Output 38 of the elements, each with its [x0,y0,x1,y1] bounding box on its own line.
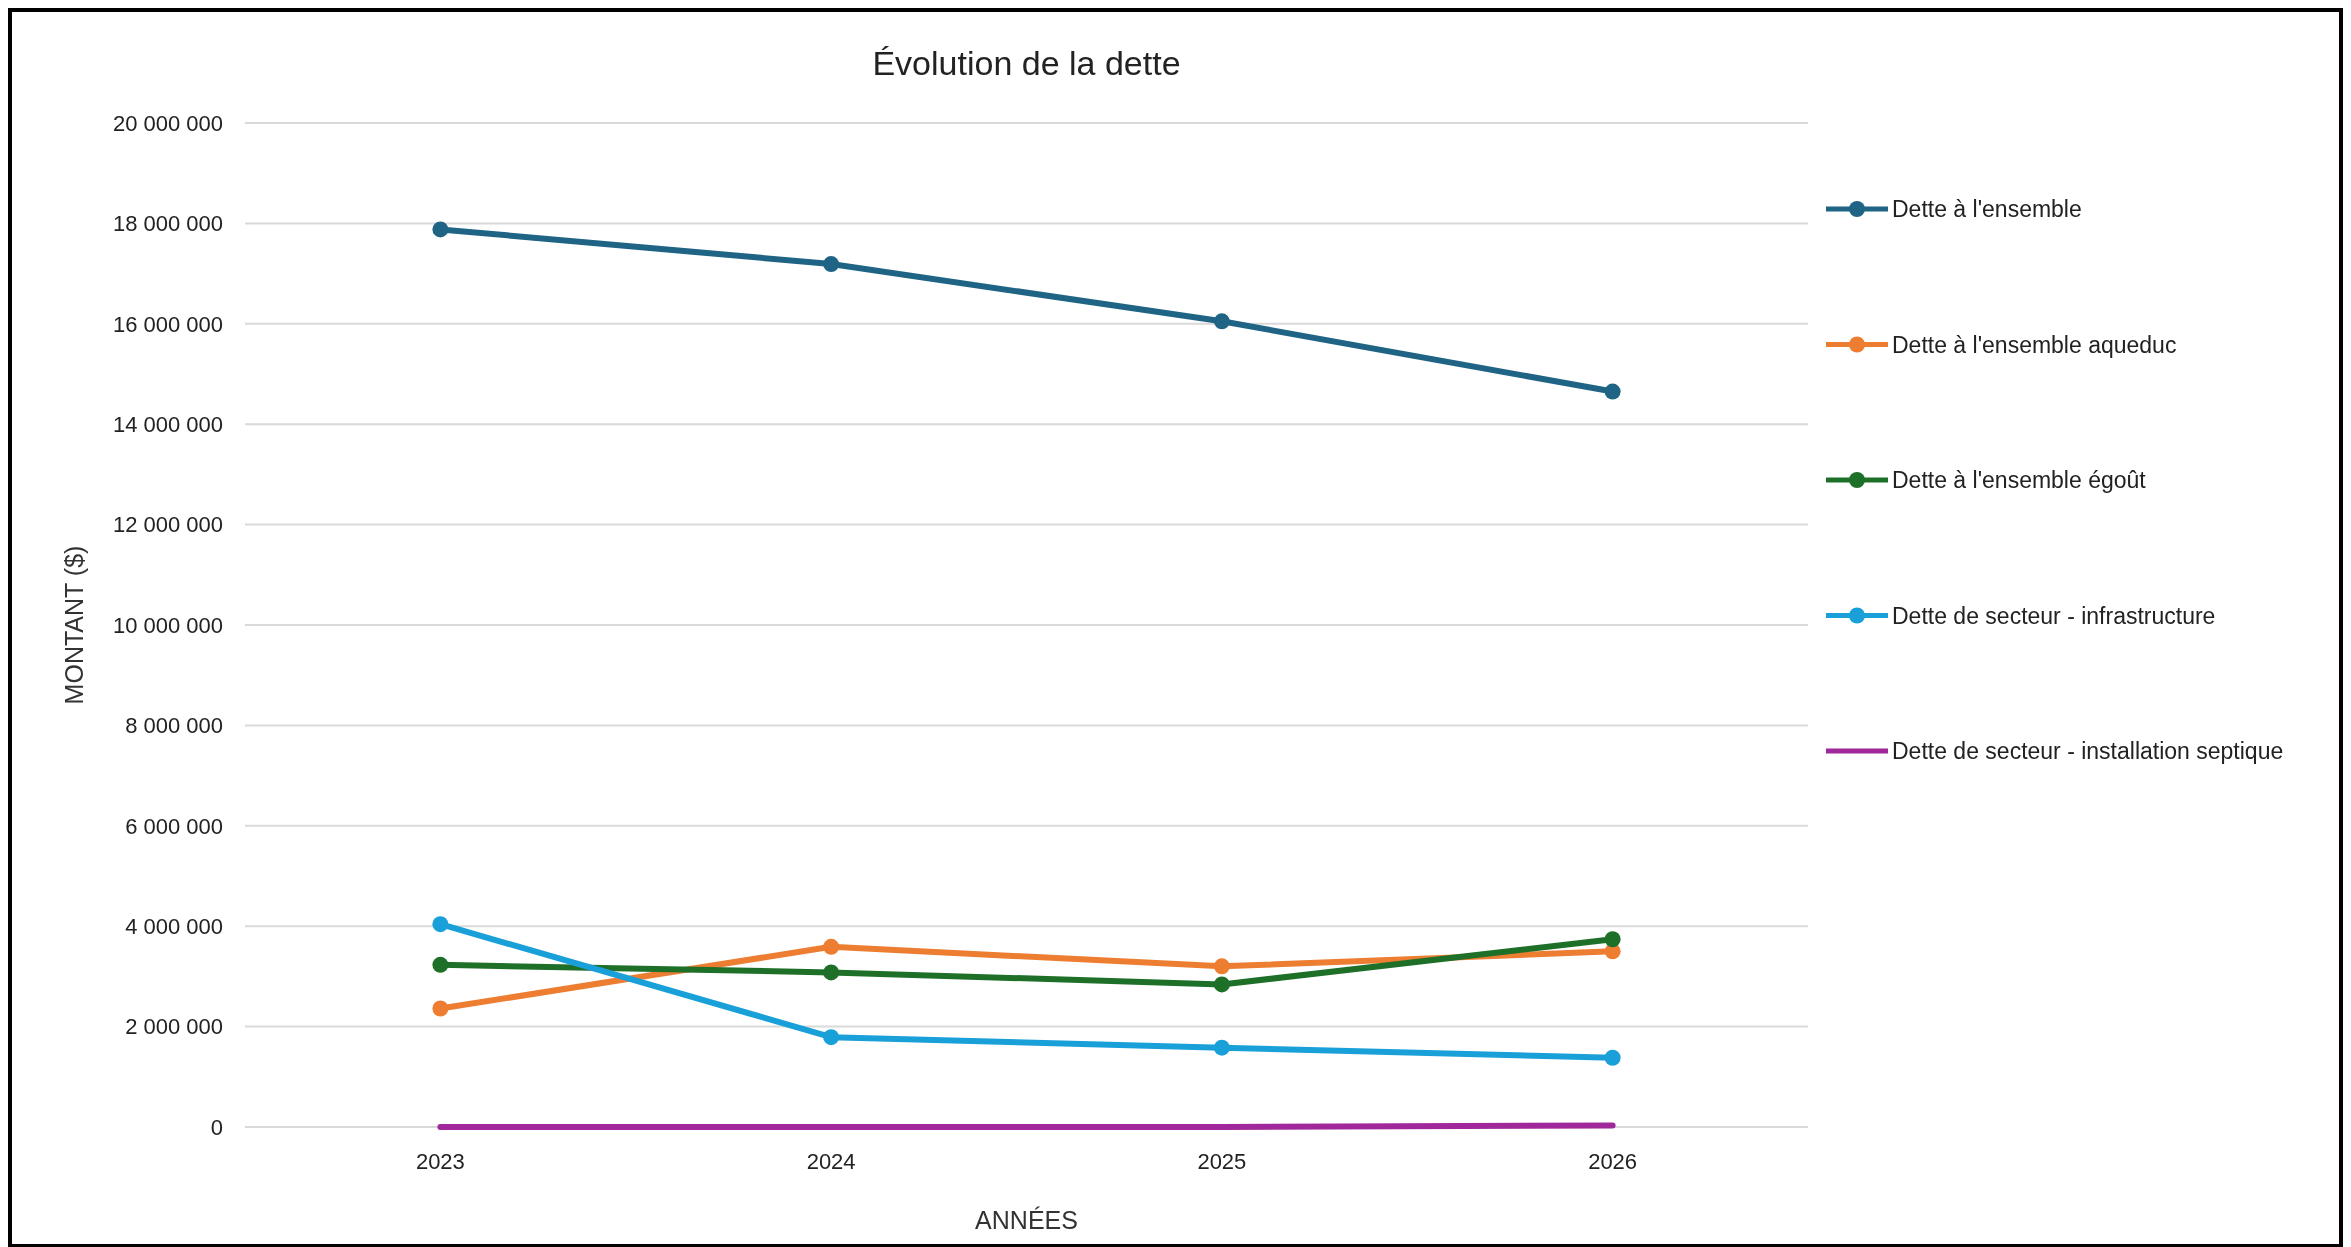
legend-label: Dette à l'ensemble [1892,196,2082,223]
y-tick-label: 12 000 000 [112,512,223,538]
y-tick-label: 16 000 000 [112,311,223,337]
y-tick-label: 14 000 000 [112,411,223,437]
point [1604,1049,1621,1066]
point [1213,313,1230,330]
legend-label: Dette à l'ensemble aqueduc [1892,331,2177,358]
x-tick-label: 2026 [1588,1149,1638,1174]
point [1604,383,1621,400]
x-axis-title: ANNÉES [975,1206,1078,1234]
point [432,1000,449,1017]
point [823,1029,840,1046]
point [823,256,840,273]
x-tick-label: 2023 [415,1149,465,1174]
legend-label: Dette à l'ensemble égoût [1892,467,2147,494]
legend-label: Dette de secteur - installation septique [1892,738,2284,765]
point [432,956,449,973]
x-tick-label: 2024 [806,1149,856,1174]
point [1213,958,1230,975]
y-tick-label: 0 [210,1114,223,1140]
point [1213,976,1230,993]
point [1604,931,1621,948]
y-tick-label: 4 000 000 [125,913,223,939]
y-tick-label: 6 000 000 [125,813,223,839]
point [823,938,840,955]
legend-label: Dette de secteur - infrastructure [1892,602,2216,629]
x-tick-label: 2025 [1197,1149,1247,1174]
y-axis-title: MONTANT ($) [60,545,88,705]
point [432,221,449,238]
y-tick-label: 20 000 000 [112,110,223,136]
y-tick-label: 2 000 000 [125,1014,223,1040]
y-tick-label: 10 000 000 [112,612,223,638]
y-tick-label: 18 000 000 [112,211,223,237]
point [823,964,840,981]
y-tick-label: 8 000 000 [125,713,223,739]
point [1213,1039,1230,1056]
chart-title: Évolution de la dette [872,44,1181,82]
point [432,916,449,933]
